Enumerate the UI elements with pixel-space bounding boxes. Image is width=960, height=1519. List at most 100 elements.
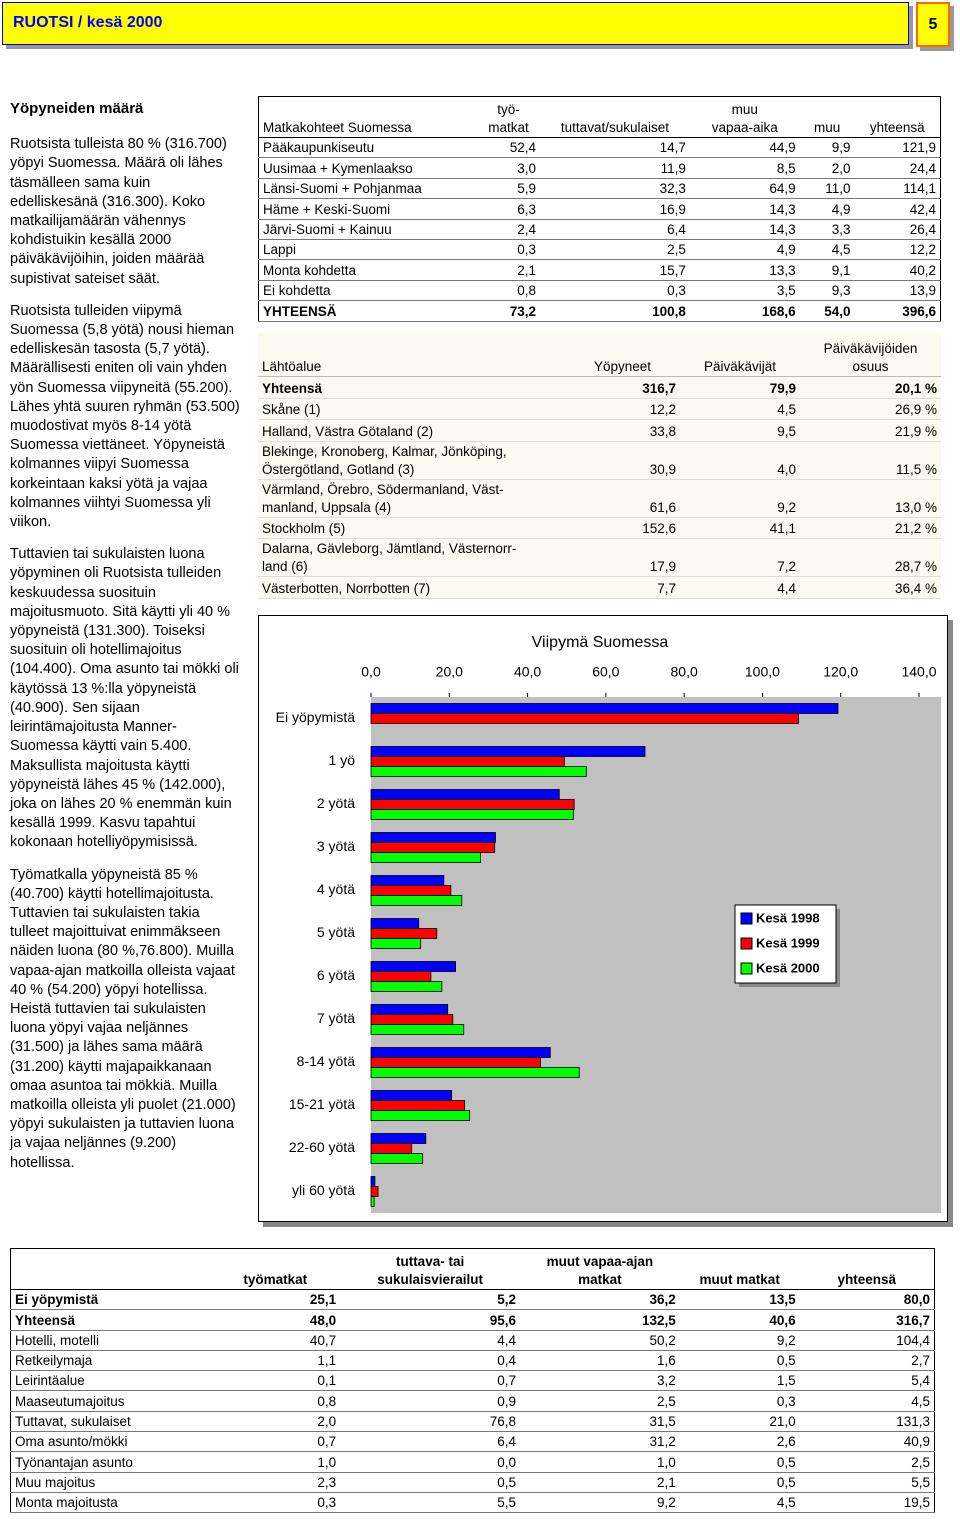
value-cell: 28,7 % xyxy=(800,538,941,577)
value-cell: 80,0 xyxy=(799,1289,935,1311)
header-cell: työ- matkat xyxy=(477,96,541,138)
paragraph: Työmatkalla yöpyneistä 85 % (40.700) käy… xyxy=(10,866,236,1171)
table-row: Halland, Västra Götaland (2) 33,8 9,5 21,9 … xyxy=(258,419,941,442)
paragraph: Ruotsista tulleiden viipymä Suomessa (5,… xyxy=(10,302,240,531)
y-tick-label: 8-14 yötä xyxy=(297,1053,356,1069)
table-head: Matkakohteet Suomessa työ- matkat tuttavat… xyxy=(258,96,941,138)
table-row: Skåne (1) 12,2 4,5 26,9 % xyxy=(258,398,941,420)
label-cell: Lappi xyxy=(258,239,478,261)
value-cell: 14,7 xyxy=(540,137,690,159)
label-cell: Yhteensä xyxy=(10,1309,211,1331)
value-cell: 54,0 xyxy=(799,300,855,322)
value-cell: 7,2 xyxy=(680,538,800,577)
bar xyxy=(370,971,432,982)
y-tick-label: 22-60 yötä xyxy=(289,1139,355,1155)
value-cell: 2,5 xyxy=(520,1390,680,1412)
value-cell: 4,5 xyxy=(799,239,855,261)
value-cell: 316,7 xyxy=(799,1309,935,1331)
legend-swatch xyxy=(740,962,753,975)
value-cell: 104,4 xyxy=(799,1330,935,1351)
value-cell: 2,5 xyxy=(799,1451,935,1473)
label-cell: Monta kohdetta xyxy=(258,259,478,281)
value-cell: 0,5 xyxy=(679,1350,800,1372)
value-cell: 14,3 xyxy=(689,198,800,220)
value-cell: 131,3 xyxy=(799,1411,935,1433)
label-cell: YHTEENSÄ xyxy=(258,300,478,322)
value-cell: 3,2 xyxy=(520,1370,680,1392)
header-title: RUOTSI / kesä 2000 xyxy=(13,14,163,31)
value-cell: 8,5 xyxy=(689,157,800,179)
label-cell: Stockholm (5) xyxy=(258,517,565,539)
table-row: Muu majoitus 2,3 0,5 2,1 0,5 5,5 xyxy=(10,1472,935,1493)
legend-label: Kesä 1999 xyxy=(756,935,820,950)
value-cell: 15,7 xyxy=(540,259,690,281)
header-row: Matkakohteet Suomessa työ- matkat tuttavat… xyxy=(258,96,941,138)
table-row: Järvi-Suomi + Kainuu 2,4 6,4 14,3 3,3 26,4 xyxy=(258,219,941,240)
value-cell: 1,0 xyxy=(210,1451,341,1473)
page-number: 5 xyxy=(916,2,950,47)
value-cell: 0,5 xyxy=(679,1451,800,1473)
label-cell: Hotelli, motelli xyxy=(10,1330,211,1351)
value-cell: 36,4 % xyxy=(800,576,941,599)
y-tick-label: 7 yötä xyxy=(317,1010,355,1026)
bar xyxy=(370,1133,427,1144)
value-cell: 0,8 xyxy=(210,1390,341,1412)
origin-table: Lähtöalue Yöpyneet Päiväkävijät Päiväkävijö… xyxy=(258,333,941,599)
table-body: Pääkaupunkiseutu 52,4 14,7 44,9 9,9 121,9 Uusi… xyxy=(258,137,941,322)
label-cell: Länsi-Suomi + Pohjanmaa xyxy=(258,178,478,200)
table-row: Uusimaa + Kymenlaakso 3,0 11,9 8,5 2,0 24,4 xyxy=(258,157,941,179)
table-row: Leirintäalue 0,1 0,7 3,2 1,5 5,4 xyxy=(10,1370,935,1392)
table-row: Länsi-Suomi + Pohjanmaa 5,9 32,3 64,9 11,0 11… xyxy=(258,178,941,200)
value-cell: 17,9 xyxy=(565,538,680,577)
value-cell: 1,5 xyxy=(679,1370,800,1392)
table-head: työmatkat tuttava- tai sukulaisvierailut m… xyxy=(10,1248,935,1290)
y-tick-label: 15-21 yötä xyxy=(289,1096,355,1112)
x-tick-label: 60,0 xyxy=(592,664,619,680)
label-cell: Työnantajan asunto xyxy=(10,1451,211,1473)
value-cell: 3,5 xyxy=(689,280,800,302)
value-cell: 6,4 xyxy=(340,1431,521,1453)
table-body: Ei yöpymistä 25,1 5,2 36,2 13,5 80,0 Yhteensä 4… xyxy=(10,1289,935,1514)
value-cell: 14,3 xyxy=(689,219,800,240)
value-cell: 0,7 xyxy=(210,1431,341,1453)
bar xyxy=(370,885,452,896)
label-cell: Ei yöpymistä xyxy=(10,1289,211,1311)
value-cell: 64,9 xyxy=(689,178,800,200)
y-tick-label: 4 yötä xyxy=(317,881,355,897)
value-cell: 0,5 xyxy=(340,1472,521,1493)
table-row: Ei yöpymistä 25,1 5,2 36,2 13,5 80,0 xyxy=(10,1289,935,1311)
value-cell: 73,2 xyxy=(477,300,541,322)
value-cell: 32,3 xyxy=(540,178,690,200)
value-cell: 48,0 xyxy=(210,1309,341,1331)
value-cell: 2,4 xyxy=(477,219,541,240)
value-cell: 42,4 xyxy=(854,198,941,220)
value-cell: 13,3 xyxy=(689,259,800,281)
table-row: Retkeilymaja 1,1 0,4 1,6 0,5 2,7 xyxy=(10,1350,935,1372)
header-cell: yhteensä xyxy=(854,96,941,138)
value-cell: 114,1 xyxy=(854,178,941,200)
value-cell: 79,9 xyxy=(680,376,800,399)
header-cell: yhteensä xyxy=(799,1248,935,1290)
bar xyxy=(370,842,496,853)
table-row: Häme + Keski-Suomi 6,3 16,9 14,3 4,9 42,4 xyxy=(258,198,941,220)
bar xyxy=(370,1057,541,1068)
header-cell: muu vapaa-aika xyxy=(689,96,800,138)
bar xyxy=(370,1024,465,1035)
header-cell: Päiväkävijöiden osuus xyxy=(800,333,941,377)
label-cell: Monta majoitusta xyxy=(10,1492,211,1514)
table-row: Monta majoitusta 0,3 5,5 9,2 4,5 19,5 xyxy=(10,1492,935,1514)
value-cell: 40,6 xyxy=(679,1309,800,1331)
value-cell: 21,2 % xyxy=(800,517,941,539)
bar xyxy=(370,766,587,777)
label-cell: Skåne (1) xyxy=(258,398,565,420)
value-cell: 0,8 xyxy=(477,280,541,302)
value-cell: 4,0 xyxy=(680,441,800,480)
value-cell: 7,7 xyxy=(565,576,680,599)
value-cell: 76,8 xyxy=(340,1411,521,1433)
value-cell: 24,4 xyxy=(854,157,941,179)
value-cell: 0,3 xyxy=(679,1390,800,1412)
heading: Yöpyneiden määrä xyxy=(10,100,144,117)
value-cell: 40,7 xyxy=(210,1330,341,1351)
x-tick-label: 80,0 xyxy=(671,664,698,680)
legend-swatch xyxy=(740,912,753,925)
